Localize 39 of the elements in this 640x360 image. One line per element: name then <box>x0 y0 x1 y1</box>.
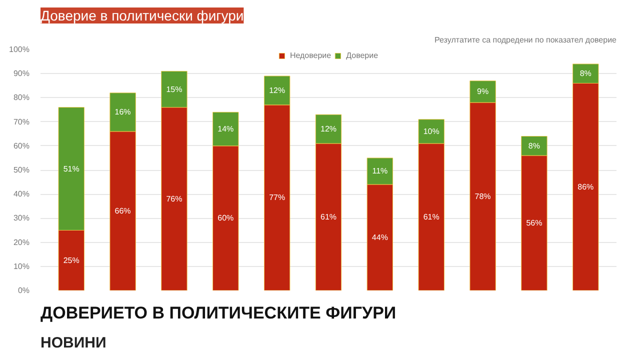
y-tick-label: 80% <box>13 93 30 102</box>
text: ДОВЕРИЕТО В ПОЛИТИЧЕСКИТЕ ФИГУРИ <box>40 304 396 322</box>
data-label: 9% <box>477 87 489 96</box>
y-tick-label: 100% <box>9 45 30 54</box>
y-tick-label: 50% <box>13 166 30 174</box>
data-label: 15% <box>166 84 182 94</box>
y-tick-label: 40% <box>13 190 30 199</box>
data-label: 60% <box>218 214 234 223</box>
data-label: 8% <box>528 141 540 150</box>
data-label: 14% <box>218 124 234 134</box>
data-label: 10% <box>423 126 440 136</box>
data-label: 12% <box>269 86 286 95</box>
y-tick-label: 60% <box>13 141 30 150</box>
legend-label: Недоверие <box>290 51 332 60</box>
y-tick-label: 30% <box>13 214 30 223</box>
chart-title: Доверие в политически фигури <box>40 8 244 24</box>
y-tick-label: 70% <box>13 117 30 126</box>
data-label: 11% <box>372 166 388 176</box>
data-label: 77% <box>269 193 286 202</box>
data-label: 86% <box>578 182 594 192</box>
data-label: 61% <box>320 212 337 222</box>
y-tick-label: 0% <box>18 286 30 295</box>
data-label: 51% <box>63 164 80 174</box>
text: НОВИНИ <box>40 334 106 352</box>
legend-label: Доверие <box>346 51 378 60</box>
data-label: 44% <box>372 232 388 242</box>
data-label: 76% <box>166 194 182 204</box>
y-tick-label: 20% <box>13 238 30 247</box>
y-tick-label: 90% <box>13 69 30 78</box>
y-tick-label: 10% <box>13 262 30 271</box>
data-label: 56% <box>526 218 542 228</box>
text: Резултатите са подредени по показател доверие <box>434 36 618 44</box>
data-label: 8% <box>580 69 592 78</box>
data-label: 25% <box>63 256 80 265</box>
data-label: 78% <box>474 192 491 202</box>
data-label: 12% <box>320 124 337 134</box>
data-label: 61% <box>423 212 440 222</box>
data-label: 16% <box>114 108 131 117</box>
data-label: 66% <box>114 206 131 216</box>
